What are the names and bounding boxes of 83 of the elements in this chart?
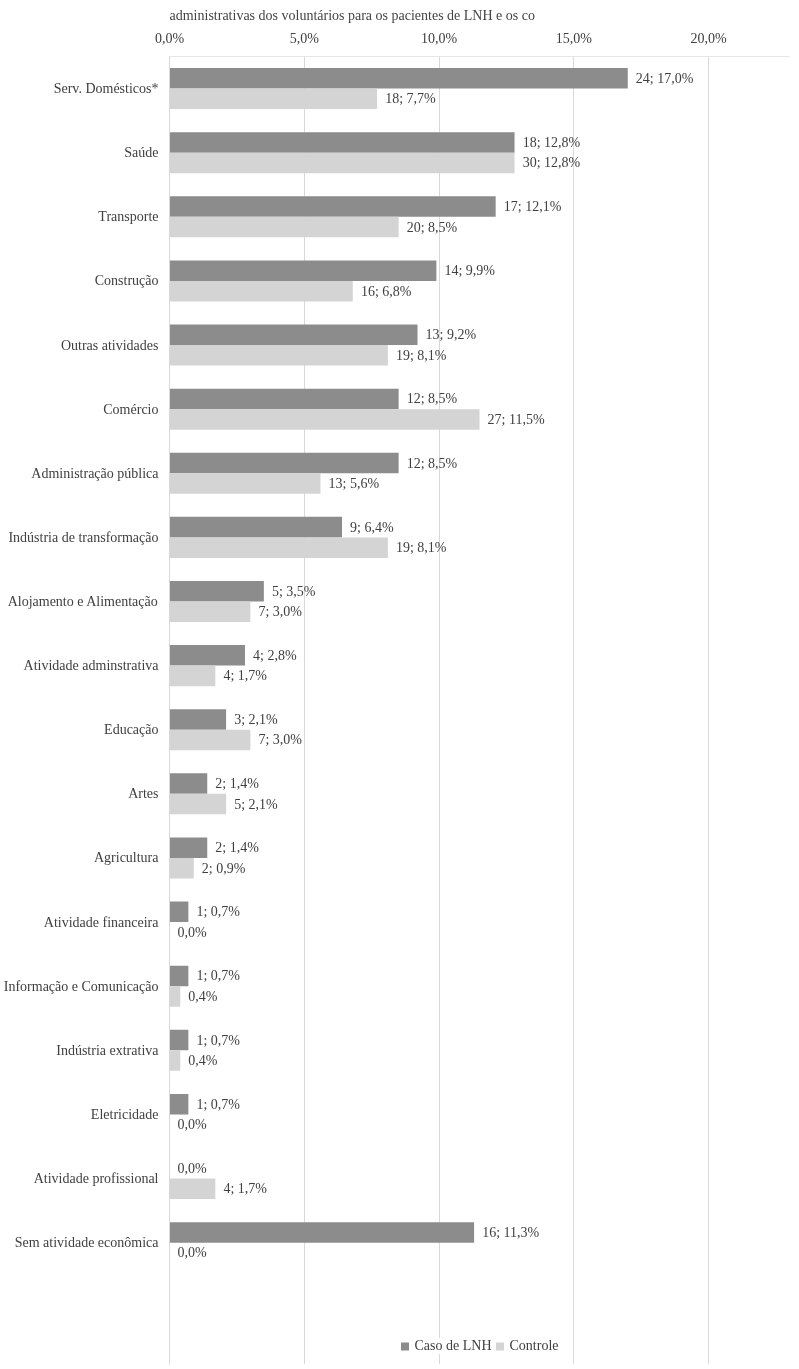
- bar: [169, 580, 264, 602]
- bar: [169, 68, 628, 89]
- bar: [169, 1029, 189, 1051]
- data-label: 14; 9,9%: [444, 263, 496, 279]
- bar: [169, 709, 227, 730]
- y-tick-label: Comércio: [103, 401, 159, 417]
- y-tick-label: Alojamento e Alimentação: [7, 594, 158, 609]
- data-label: 19; 8,1%: [395, 347, 447, 363]
- y-tick-label: Indústria de transformação: [8, 529, 159, 545]
- data-label: 9; 6,4%: [350, 519, 394, 535]
- data-label: 2; 0,9%: [201, 860, 246, 876]
- data-label: 19; 8,1%: [395, 540, 447, 556]
- data-label: 13; 9,2%: [425, 327, 477, 343]
- y-tick-label: Construção: [94, 273, 159, 289]
- data-label: 7; 3,0%: [258, 732, 303, 748]
- y-tick-label: Artes: [128, 786, 159, 802]
- data-label: 24; 17,0%: [635, 70, 694, 86]
- bar: [169, 452, 399, 474]
- data-label: 30; 12,8%: [522, 155, 581, 171]
- y-tick-label: Transporte: [98, 209, 159, 225]
- bar: [169, 196, 496, 217]
- data-label: 3; 2,1%: [234, 711, 279, 727]
- data-label: 7; 3,0%: [258, 604, 303, 620]
- data-label: 1; 0,7%: [196, 1032, 241, 1048]
- data-label: 12; 8,5%: [406, 391, 458, 407]
- data-label: 4; 2,8%: [253, 647, 297, 663]
- y-tick-label: Administração pública: [31, 465, 160, 481]
- data-label: 18; 7,7%: [385, 91, 437, 107]
- y-tick-label: Serv. Domésticos*: [53, 81, 159, 97]
- data-label: 1; 0,7%: [196, 904, 241, 920]
- data-label: 0,4%: [188, 1053, 218, 1069]
- y-tick-label: Atividade profissional: [33, 1171, 159, 1187]
- data-label: 0,0%: [177, 1245, 208, 1261]
- legend-label: Controle: [509, 1338, 559, 1354]
- data-label: 4; 1,7%: [223, 668, 268, 684]
- y-tick-label: Atividade financeira: [43, 914, 160, 930]
- y-tick-label: Eletricidade: [90, 1106, 159, 1122]
- data-label: 2; 1,4%: [215, 776, 260, 792]
- data-label: 0,0%: [177, 1117, 208, 1133]
- bar: [169, 965, 189, 987]
- data-label: 0,0%: [177, 924, 208, 940]
- x-tick-label: 5,0%: [289, 30, 320, 46]
- bar: [169, 516, 343, 538]
- data-label: 0,4%: [188, 988, 218, 1004]
- bar: [169, 260, 437, 281]
- y-tick-label: Agricultura: [93, 850, 160, 866]
- bar: [169, 645, 245, 666]
- bar: [169, 773, 208, 794]
- bar: [169, 388, 399, 410]
- data-label: 20; 8,5%: [406, 219, 458, 235]
- y-tick-label: Sem atividade econômica: [14, 1235, 160, 1251]
- y-tick-label: Indústria extrativa: [56, 1042, 160, 1058]
- data-label: 5; 2,1%: [234, 796, 279, 812]
- bar: [169, 1222, 475, 1243]
- data-label: 16; 6,8%: [360, 283, 412, 299]
- chart-title: administrativas dos voluntários para os pacientes de LNH e os co: [169, 7, 535, 23]
- data-label: 1; 0,7%: [196, 968, 241, 984]
- data-label: 5; 3,5%: [271, 583, 316, 599]
- x-tick-label: 20,0%: [690, 30, 728, 46]
- data-label: 2; 1,4%: [215, 840, 260, 856]
- y-tick-label: Informação e Comunicação: [3, 978, 159, 994]
- bar: [169, 132, 515, 153]
- legend-label: Caso de LNH: [414, 1338, 492, 1354]
- data-label: 13; 5,6%: [328, 476, 380, 492]
- bar: [169, 324, 418, 346]
- y-tick-label: Educação: [104, 722, 159, 738]
- x-tick-label: 0,0%: [154, 30, 185, 46]
- bar: [169, 1093, 189, 1115]
- x-tick-label: 15,0%: [555, 30, 593, 46]
- y-tick-label: Outras atividades: [60, 337, 159, 353]
- data-label: 17; 12,1%: [503, 199, 562, 215]
- bar: [169, 837, 208, 858]
- data-label: 16; 11,3%: [482, 1224, 540, 1240]
- data-label: 4; 1,7%: [223, 1181, 268, 1197]
- data-label: 18; 12,8%: [522, 134, 581, 150]
- x-tick-label: 10,0%: [420, 30, 458, 46]
- bar: [169, 901, 189, 923]
- data-label: 0,0%: [177, 1160, 208, 1176]
- data-label: 27; 11,5%: [487, 411, 545, 427]
- data-label: 1; 0,7%: [196, 1096, 241, 1112]
- y-tick-label: Saúde: [124, 145, 159, 161]
- y-tick-label: Atividade adminstrativa: [23, 658, 160, 674]
- data-label: 12; 8,5%: [406, 455, 458, 471]
